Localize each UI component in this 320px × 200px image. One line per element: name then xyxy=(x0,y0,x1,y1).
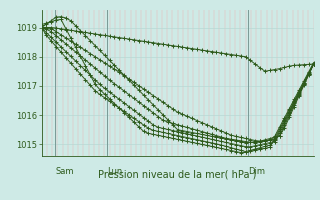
Text: Lun: Lun xyxy=(107,167,122,176)
Text: Dim: Dim xyxy=(248,167,265,176)
Text: Sam: Sam xyxy=(55,167,74,176)
X-axis label: Pression niveau de la mer( hPa ): Pression niveau de la mer( hPa ) xyxy=(99,170,257,180)
